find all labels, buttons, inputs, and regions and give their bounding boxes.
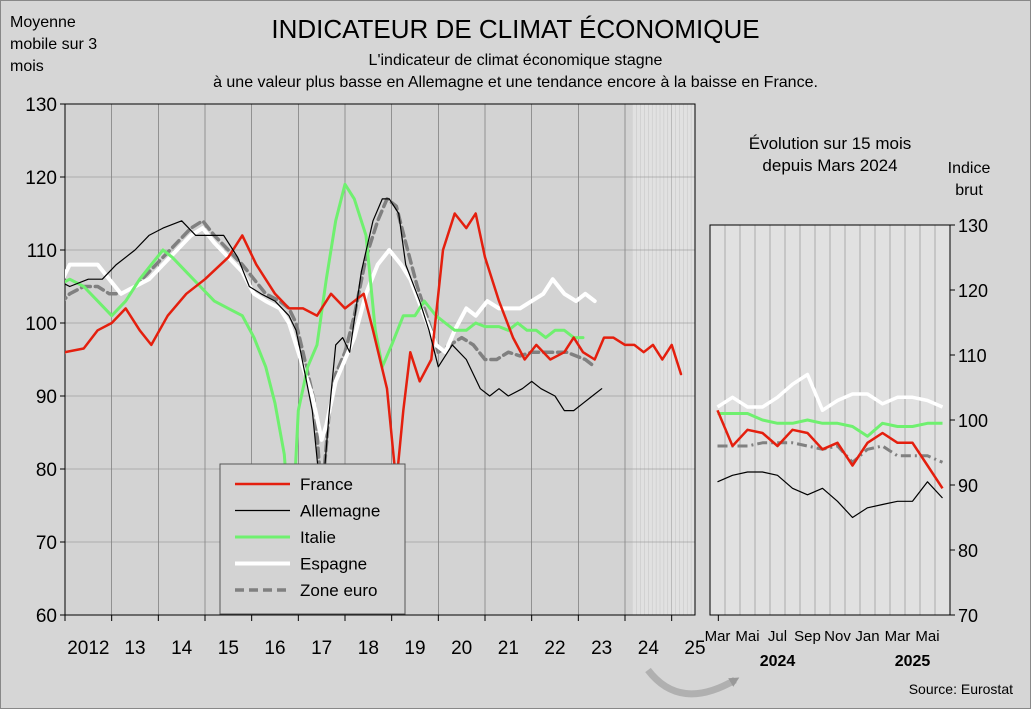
series-line-france <box>65 212 683 485</box>
y-tick-label: 120 <box>25 168 57 189</box>
inset-x-tick-label: Mar <box>705 628 731 645</box>
inset-series-line-espagne <box>716 372 944 413</box>
y-tick-label: 110 <box>27 241 57 262</box>
source-note: Source: Eurostat <box>908 681 1013 697</box>
series-line-espagne <box>65 226 597 442</box>
x-tick-label: 19 <box>404 638 425 659</box>
x-tick-label: 23 <box>591 638 612 659</box>
inset-series-line-zone-euro <box>717 441 944 464</box>
x-tick-label: 15 <box>218 638 239 659</box>
inset-y-tick-label: 130 <box>958 216 988 236</box>
inset-year-label: 2024 <box>760 653 796 670</box>
chart-subtitle-line1: L'indicateur de climat économique stagne <box>368 52 663 69</box>
inset-series-line-italie <box>717 412 943 438</box>
x-tick-label: 16 <box>264 638 285 659</box>
y-tick-label: 130 <box>25 95 57 116</box>
inset-series-line-france <box>716 409 944 489</box>
right-axis-note: Indice brut <box>947 160 991 199</box>
y-tick-label: 70 <box>36 533 57 554</box>
x-tick-label: 25 <box>684 638 705 659</box>
inset-year-label: 2025 <box>895 653 931 670</box>
legend-label: Allemagne <box>300 502 380 521</box>
legend-label: France <box>300 475 353 494</box>
x-tick-label: 20 <box>451 638 472 659</box>
plot-border <box>64 103 696 616</box>
y-tick-label: 100 <box>25 314 57 335</box>
series-line-italie <box>65 182 585 551</box>
chart-subtitle-line2: à une valeur plus basse en Allemagne et … <box>213 74 818 91</box>
inset-x-tick-label: Jan <box>855 628 879 645</box>
inset-y-tick-label: 120 <box>958 281 988 301</box>
x-tick-label: 21 <box>498 638 519 659</box>
chart-title: INDICATEUR DE CLIMAT ÉCONOMIQUE <box>271 14 760 44</box>
series-line-zone-euro <box>65 197 597 500</box>
inset-x-tick-label: Mar <box>885 628 911 645</box>
inset-plot-border <box>709 224 951 616</box>
y-tick-label: 80 <box>36 460 57 481</box>
transition-arrow-icon <box>645 667 740 698</box>
inset-x-tick-label: Jul <box>768 628 787 645</box>
inset-y-tick-label: 90 <box>958 476 978 496</box>
inset-y-tick-label: 110 <box>958 346 987 366</box>
right-chart-title: Évolution sur 15 mois depuis Mars 2024 <box>748 134 912 175</box>
inset-x-tick-label: Sep <box>794 628 821 645</box>
y-tick-label: 60 <box>36 606 57 627</box>
x-tick-label: 17 <box>311 638 332 659</box>
series-line-allemagne <box>65 198 603 507</box>
x-tick-label: 22 <box>544 638 565 659</box>
main-chart: 60 70 80 90 100 110 120 130 2012 13 14 15 16 17 18 19 20… <box>25 95 719 659</box>
inset-x-tick-label: Nov <box>824 628 851 645</box>
x-tick-label: 14 <box>171 638 193 659</box>
y-tick-label: 90 <box>36 387 57 408</box>
inset-x-tick-label: Mai <box>735 628 759 645</box>
inset-y-tick-label: 100 <box>958 411 988 431</box>
x-tick-label: 24 <box>638 638 660 659</box>
legend-label: Espagne <box>300 555 367 574</box>
inset-y-tick-label: 80 <box>958 541 978 561</box>
x-tick-label: 18 <box>358 638 379 659</box>
x-tick-label: 2012 <box>67 638 109 659</box>
legend-label: Italie <box>300 528 336 547</box>
x-tick-label: 13 <box>124 638 145 659</box>
left-axis-note: Moyenne mobile sur 3 mois <box>10 14 98 75</box>
inset-y-tick-label: 70 <box>958 606 978 626</box>
legend-label: Zone euro <box>300 581 378 600</box>
inset-x-tick-label: Mai <box>915 628 939 645</box>
inset-series-line-allemagne <box>717 471 943 519</box>
